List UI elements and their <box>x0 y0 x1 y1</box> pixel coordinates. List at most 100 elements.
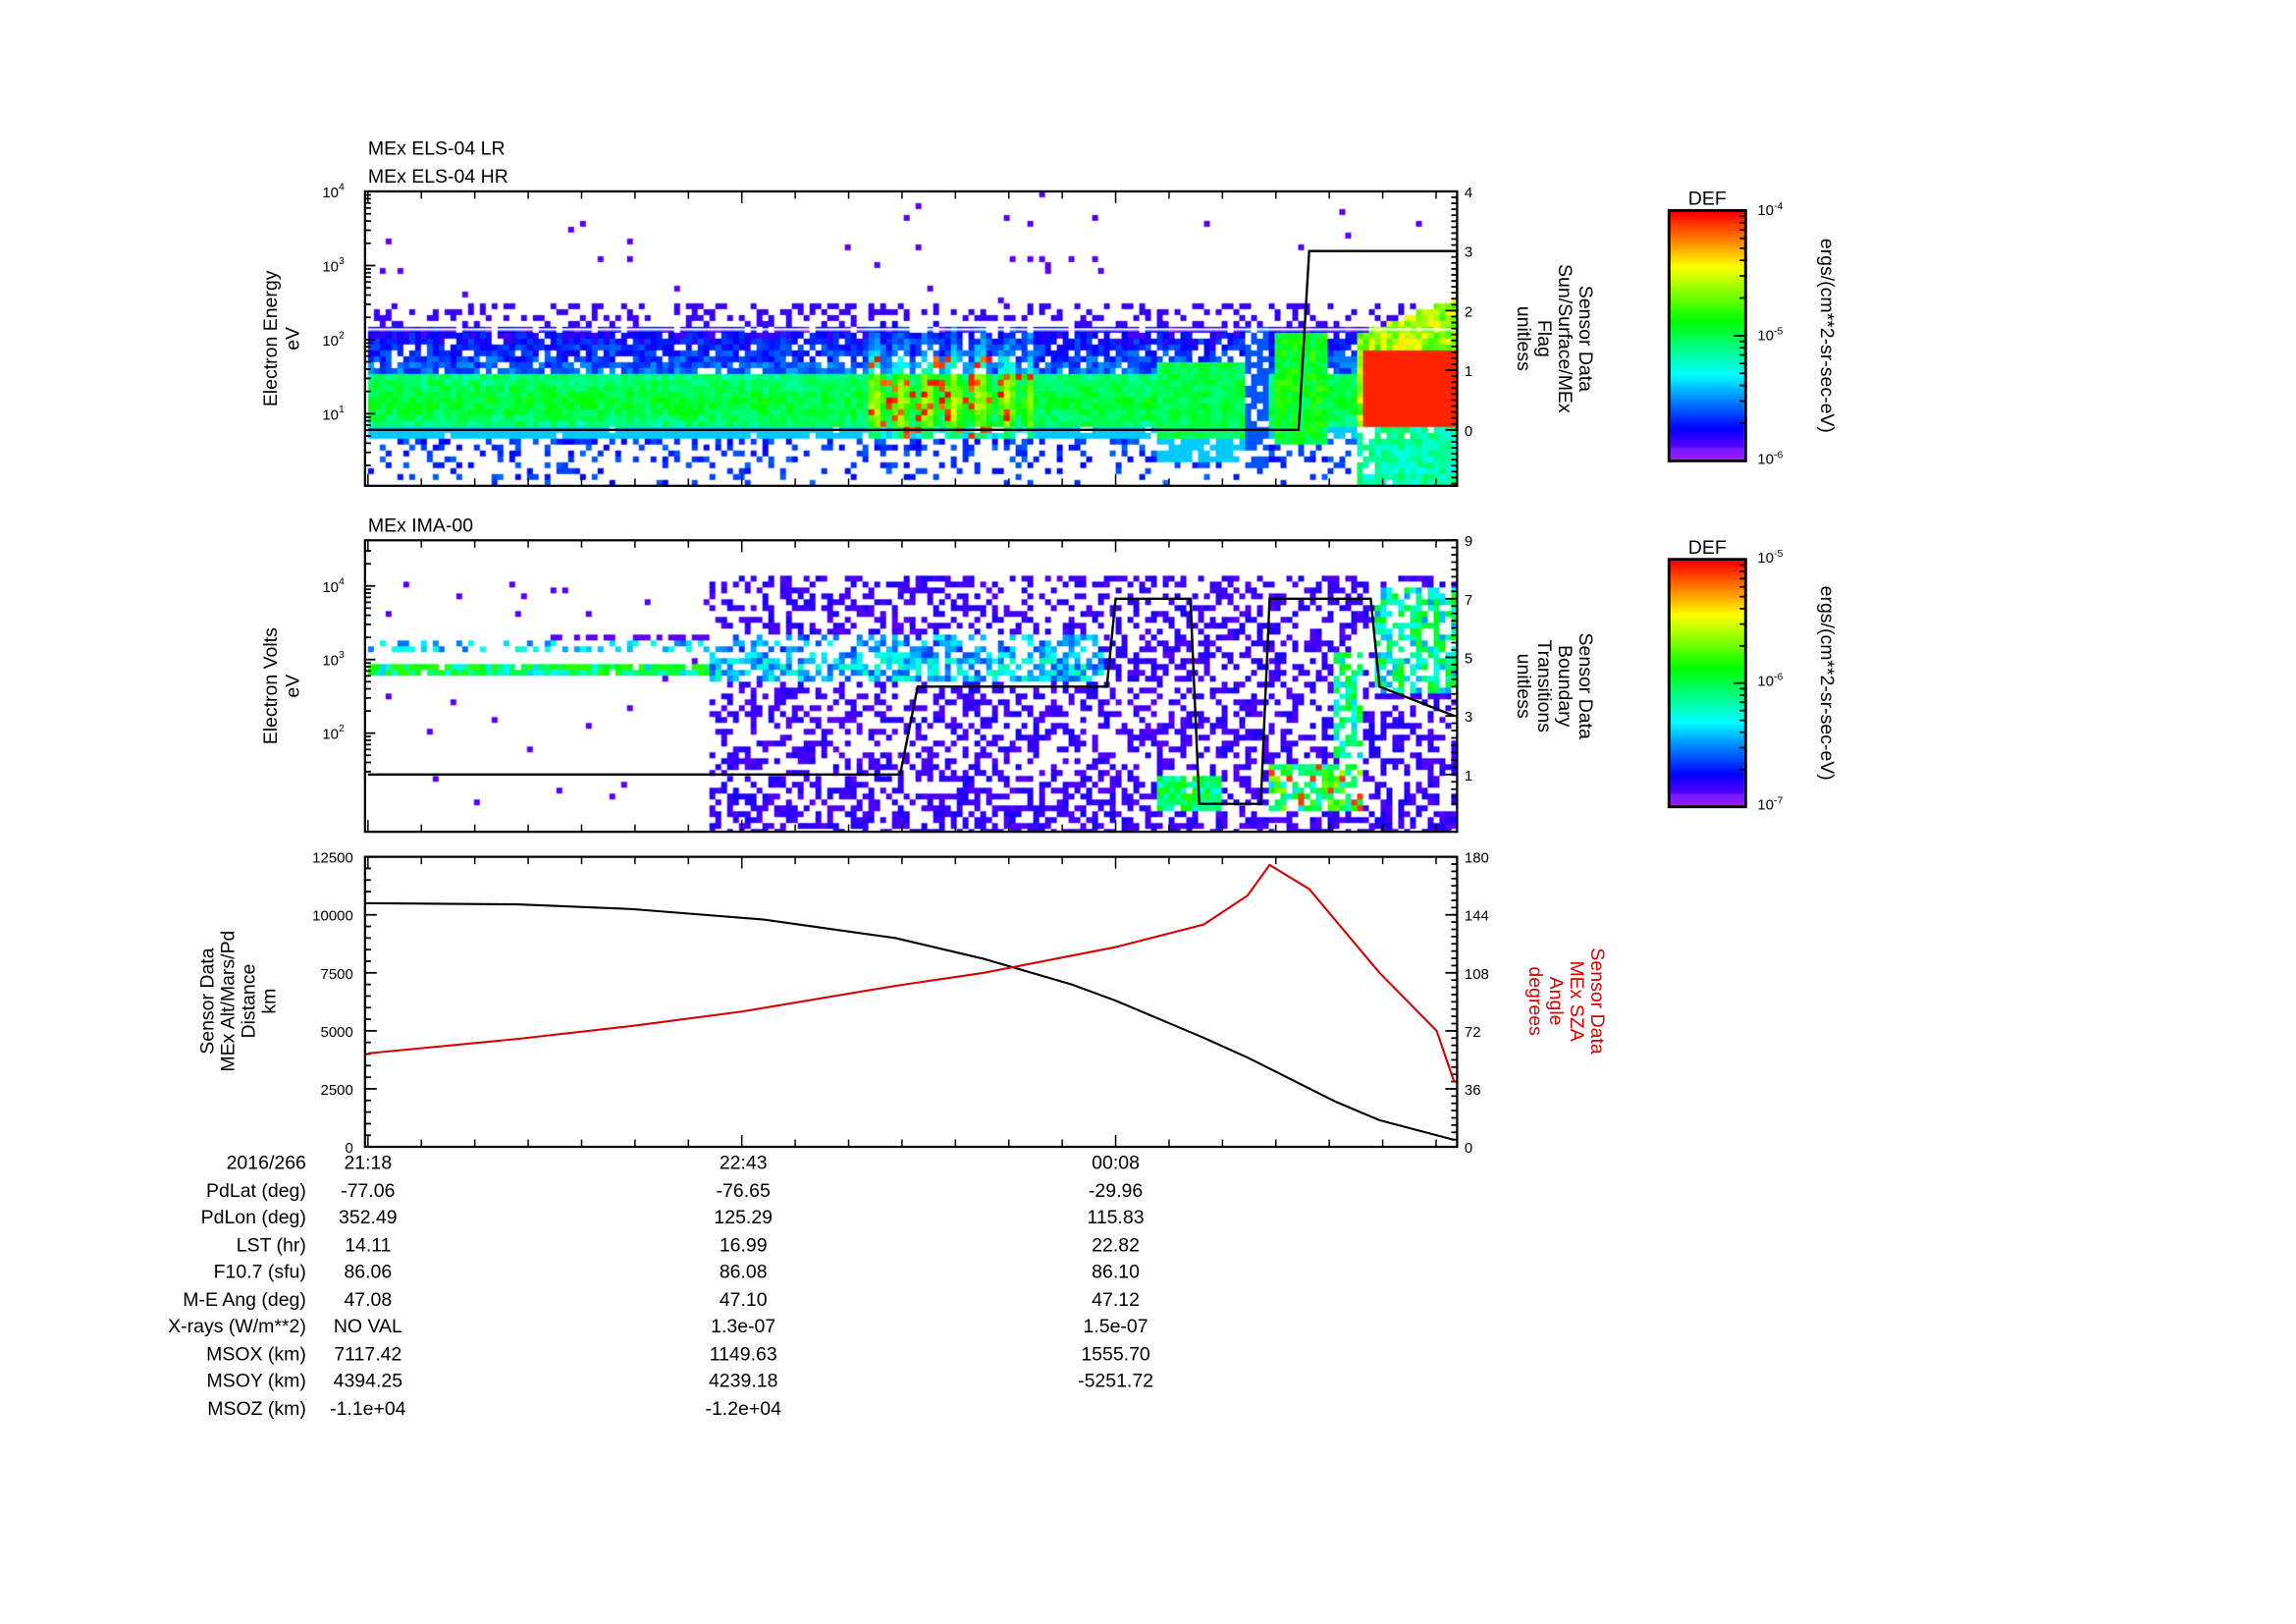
panel1-ylabel-right-2: Sun/Surface/MEx <box>1554 264 1575 413</box>
ephemeris-value: 7117.42 <box>334 1343 401 1365</box>
ephemeris-value: 4239.18 <box>709 1370 777 1391</box>
ephemeris-value: 4394.25 <box>334 1370 403 1391</box>
panel1-ylabel-right-3: Flag <box>1533 320 1555 357</box>
ephemeris-value: 352.49 <box>339 1207 398 1228</box>
ephemeris-value: 22.82 <box>1092 1234 1140 1256</box>
panel1-ylabel-right-1: Sensor Data <box>1575 286 1596 392</box>
y2-tick-label: 1 <box>1465 768 1472 785</box>
panel3-y2label-1: Sensor Data <box>1586 947 1608 1054</box>
panel1-ylabel-unit: eV <box>282 327 303 351</box>
panel3-ylabel-4: km <box>258 989 280 1014</box>
panel2-ylabel-right-4: unitless <box>1513 654 1534 719</box>
y-tick-label: 103 <box>322 650 345 669</box>
panel3-ylabel-2: MEx Alt/Mars/Pd <box>217 931 239 1072</box>
panel2-ylabel: Electron Volts <box>260 627 282 744</box>
colorbar-els <box>1670 211 1744 460</box>
ephemeris-value: -1.2e+04 <box>705 1398 781 1420</box>
panel2-ylabel-unit: eV <box>282 675 303 698</box>
ephemeris-value: 1149.63 <box>710 1343 777 1365</box>
y2-tick-label: 108 <box>1465 966 1489 983</box>
y2-tick-label: 0 <box>1465 423 1472 440</box>
ephemeris-value: 47.12 <box>1092 1289 1140 1311</box>
y2-tick-label: 3 <box>1465 244 1472 261</box>
ephemeris-value: 14.11 <box>345 1234 391 1256</box>
y-tick-label: 101 <box>322 405 345 423</box>
panel2-ylabel-right-1: Sensor Data <box>1575 633 1596 739</box>
colorbar1-title: DEF <box>1688 188 1727 209</box>
colorbar1-tick: 10-4 <box>1757 201 1783 219</box>
ephemeris-value: 86.10 <box>1092 1261 1140 1282</box>
y2-tick-label: 3 <box>1465 709 1472 726</box>
ephemeris-value: 1.3e-07 <box>711 1316 775 1337</box>
y2-tick-label: 36 <box>1465 1082 1481 1099</box>
panel2-frame <box>363 539 1459 834</box>
colorbar2-tick: 10-6 <box>1757 673 1783 690</box>
sza-line <box>367 863 1456 1083</box>
ephemeris-value: 86.08 <box>720 1261 768 1282</box>
colorbar1-units: ergs/(cm**2-sr-sec-eV) <box>1816 239 1838 433</box>
time-tick-label: 00:08 <box>1092 1153 1140 1174</box>
colorbar1-tick: 10-5 <box>1757 326 1783 344</box>
y2-tick-label: 180 <box>1465 850 1489 867</box>
ephemeris-label: PdLon (deg) <box>201 1207 306 1228</box>
ephemeris-label: LST (hr) <box>237 1234 306 1256</box>
panel3-y2label-3: Angle <box>1545 977 1567 1026</box>
panel1-title-lr: MEx ELS-04 LR <box>368 137 506 159</box>
ephemeris-label: F10.7 (sfu) <box>214 1261 306 1282</box>
y-tick-label: 0 <box>346 1140 353 1157</box>
y2-tick-label: 2 <box>1465 303 1472 320</box>
ephemeris-value: 16.99 <box>720 1234 768 1256</box>
ephemeris-value: 47.10 <box>720 1289 768 1311</box>
distance-line <box>367 901 1455 1142</box>
time-tick-label: 22:43 <box>720 1153 768 1174</box>
y2-tick-label: 72 <box>1465 1024 1481 1041</box>
ephemeris-value: -76.65 <box>717 1180 771 1202</box>
ephemeris-value: 47.08 <box>344 1289 392 1311</box>
y-tick-label: 7500 <box>321 966 353 983</box>
y-tick-label: 5000 <box>321 1024 353 1041</box>
y-tick-label: 103 <box>322 256 345 275</box>
y2-tick-label: 7 <box>1465 592 1472 609</box>
time-tick-label: 21:18 <box>344 1153 392 1174</box>
colorbar1-tick: 10-6 <box>1757 450 1783 467</box>
ephemeris-value: -77.06 <box>341 1180 395 1202</box>
ephemeris-value: -1.1e+04 <box>330 1398 406 1420</box>
panel3-ylabel-1: Sensor Data <box>196 947 218 1054</box>
panel1-frame <box>363 189 1459 487</box>
y2-tick-label: 144 <box>1465 908 1489 925</box>
colorbar2-tick: 10-7 <box>1757 796 1783 814</box>
ephemeris-value: NO VAL <box>334 1316 402 1337</box>
y-tick-label: 104 <box>322 576 345 595</box>
ephemeris-label: MSOY (km) <box>206 1370 305 1391</box>
panel1-ylabel-right-4: unitless <box>1513 306 1534 371</box>
ephemeris-label: M-E Ang (deg) <box>183 1289 306 1311</box>
y-tick-label: 104 <box>322 183 345 201</box>
els-spectrogram <box>364 190 1458 486</box>
ephemeris-label: MSOZ (km) <box>207 1398 306 1420</box>
flag-line <box>367 249 1459 432</box>
y-tick-label: 102 <box>322 724 345 742</box>
panel2-title: MEx IMA-00 <box>368 514 473 536</box>
y-tick-label: 2500 <box>321 1082 353 1099</box>
ephemeris-value: 115.83 <box>1087 1207 1144 1228</box>
ephemeris-value: 86.06 <box>344 1261 392 1282</box>
ephemeris-label: X-rays (W/m**2) <box>168 1316 306 1337</box>
colorbar-ima <box>1670 561 1744 806</box>
ephemeris-table: 2016/266 PdLat (deg) PdLon (deg) LST (hr) F1… <box>168 1153 1153 1420</box>
y-tick-label: 10000 <box>312 908 353 925</box>
panel3-y2label-4: degrees <box>1524 966 1546 1036</box>
ima-spectrogram <box>364 540 1458 833</box>
y-tick-label: 12500 <box>312 850 353 867</box>
ephemeris-value: 1.5e-07 <box>1083 1316 1148 1337</box>
ephemeris-value: 125.29 <box>714 1207 773 1228</box>
panel1-title-hr: MEx ELS-04 HR <box>368 166 508 188</box>
panel3-ylabel-3: Distance <box>238 964 259 1039</box>
ephemeris-value: -5251.72 <box>1078 1370 1153 1391</box>
y2-tick-label: 9 <box>1465 533 1472 550</box>
ephemeris-label: MSOX (km) <box>206 1343 306 1365</box>
ephemeris-label: 2016/266 <box>227 1153 306 1174</box>
y2-tick-label: 5 <box>1465 650 1472 667</box>
y2-tick-label: 1 <box>1465 363 1472 380</box>
